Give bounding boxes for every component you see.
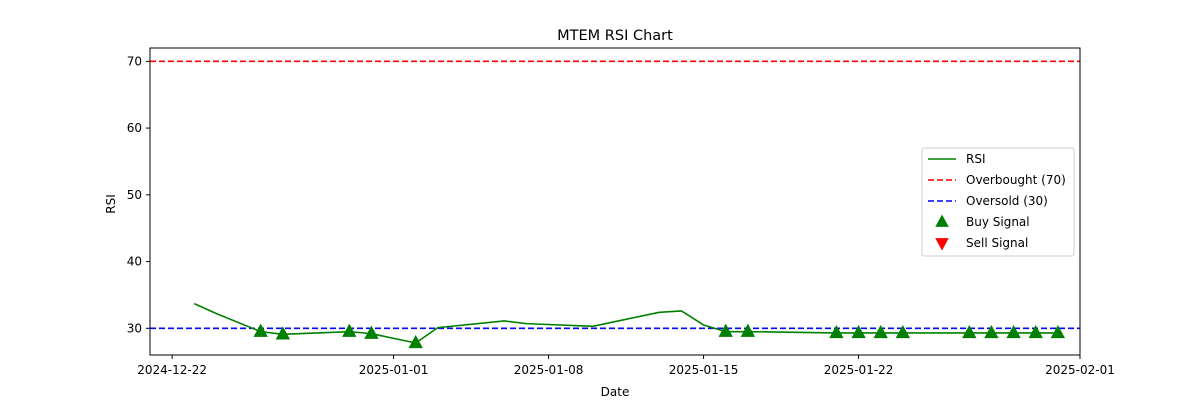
plot-area: 30 40 50 60 70 2024-12-22 2025-01-01 2025-01-08… <box>127 47 1115 377</box>
signal-marker-0-0 <box>253 323 268 337</box>
x-tick-label-0: 2024-12-22 <box>137 363 207 377</box>
legend-label-3: Buy Signal <box>966 215 1030 229</box>
y-axis-label: RSI <box>104 194 118 214</box>
signal-marker-0-14 <box>1028 324 1043 339</box>
x-tick-label-3: 2025-01-15 <box>669 363 739 377</box>
x-tick-label-5: 2025-02-01 <box>1045 363 1115 377</box>
y-tick-label-3: 60 <box>127 121 142 135</box>
signal-marker-0-5 <box>718 323 733 337</box>
legend-swatch-4 <box>935 238 949 251</box>
signal-marker-0-12 <box>984 324 999 339</box>
legend-label-1: Overbought (70) <box>966 173 1066 187</box>
signal-marker-0-9 <box>873 324 888 339</box>
x-tick-label-4: 2025-01-22 <box>824 363 894 377</box>
series-line-0 <box>193 302 1058 344</box>
plot-frame <box>149 47 1081 356</box>
signal-marker-0-4 <box>408 334 423 349</box>
signal-marker-0-7 <box>829 324 844 339</box>
legend-box <box>921 147 1075 257</box>
y-tick-label-2: 50 <box>127 188 142 202</box>
legend-label-4: Sell Signal <box>966 236 1028 250</box>
signal-marker-0-8 <box>851 324 866 339</box>
legend-label-0: RSI <box>966 152 986 166</box>
x-axis-label: Date <box>601 385 630 399</box>
signal-marker-0-11 <box>962 324 977 339</box>
signal-marker-0-3 <box>364 325 379 339</box>
y-tick-label-4: 70 <box>127 54 142 68</box>
x-tick-label-1: 2025-01-01 <box>359 363 429 377</box>
y-tick-label-0: 30 <box>127 321 142 335</box>
signal-marker-0-1 <box>275 326 291 340</box>
signal-marker-0-2 <box>342 323 357 337</box>
signal-marker-0-13 <box>1006 324 1021 339</box>
legend-swatch-3 <box>935 214 949 227</box>
y-tick-label-1: 40 <box>127 255 142 269</box>
signal-marker-0-15 <box>1050 324 1066 339</box>
x-tick-label-2: 2025-01-08 <box>514 363 584 377</box>
signal-marker-0-6 <box>740 323 756 337</box>
legend-label-2: Oversold (30) <box>966 194 1048 208</box>
signal-marker-0-10 <box>895 324 911 339</box>
chart-title: MTEM RSI Chart <box>557 28 673 44</box>
legend: RSI Overbought (70) Oversold (30) Buy Signa… <box>921 147 1075 257</box>
